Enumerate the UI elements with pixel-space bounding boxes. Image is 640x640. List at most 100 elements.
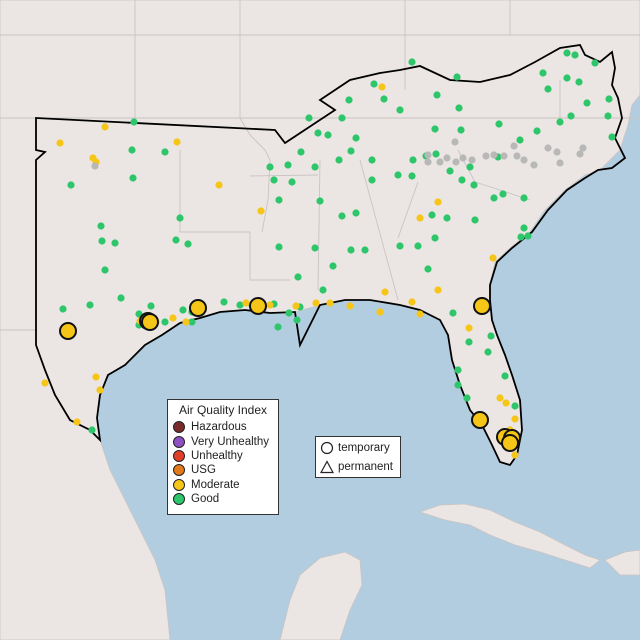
good-sensor-marker[interactable] [130,118,138,126]
no_data-sensor-marker[interactable] [556,159,564,167]
good-sensor-marker[interactable] [311,244,319,252]
moderate-sensor-marker[interactable] [502,399,510,407]
moderate-sensor-marker[interactable] [266,301,274,309]
good-sensor-marker[interactable] [520,194,528,202]
good-sensor-marker[interactable] [466,163,474,171]
good-sensor-marker[interactable] [176,214,184,222]
moderate-sensor-marker[interactable] [381,288,389,296]
good-sensor-marker[interactable] [128,146,136,154]
no_data-sensor-marker[interactable] [500,152,508,160]
good-sensor-marker[interactable] [101,266,109,274]
good-sensor-marker[interactable] [443,214,451,222]
good-sensor-marker[interactable] [414,242,422,250]
good-sensor-marker[interactable] [563,49,571,57]
moderate-sensor-marker[interactable] [434,286,442,294]
good-sensor-marker[interactable] [275,196,283,204]
moderate-sensor-marker[interactable] [511,415,519,423]
good-sensor-marker[interactable] [266,163,274,171]
good-sensor-marker[interactable] [408,172,416,180]
moderate-sensor-marker[interactable] [169,314,177,322]
good-sensor-marker[interactable] [516,136,524,144]
good-sensor-marker[interactable] [394,171,402,179]
no_data-sensor-marker[interactable] [530,161,538,169]
good-sensor-marker[interactable] [432,150,440,158]
no_data-sensor-marker[interactable] [513,152,521,160]
no_data-sensor-marker[interactable] [459,154,467,162]
good-sensor-marker[interactable] [465,338,473,346]
good-sensor-marker[interactable] [161,148,169,156]
moderate-sensor-marker[interactable] [416,214,424,222]
good-sensor-marker[interactable] [347,246,355,254]
good-sensor-marker[interactable] [449,309,457,317]
good-sensor-marker[interactable] [352,134,360,142]
moderate-sensor-marker[interactable] [173,138,181,146]
no_data-sensor-marker[interactable] [520,156,528,164]
moderate-large-sensor-marker[interactable] [501,434,519,452]
no_data-sensor-marker[interactable] [451,138,459,146]
good-sensor-marker[interactable] [517,233,525,241]
good-sensor-marker[interactable] [98,237,106,245]
good-sensor-marker[interactable] [544,85,552,93]
moderate-sensor-marker[interactable] [292,302,300,310]
good-sensor-marker[interactable] [396,242,404,250]
good-sensor-marker[interactable] [487,332,495,340]
good-sensor-marker[interactable] [484,348,492,356]
good-sensor-marker[interactable] [59,305,67,313]
good-sensor-marker[interactable] [458,176,466,184]
good-sensor-marker[interactable] [431,125,439,133]
good-sensor-marker[interactable] [67,181,75,189]
moderate-sensor-marker[interactable] [496,394,504,402]
good-sensor-marker[interactable] [453,73,461,81]
moderate-sensor-marker[interactable] [56,139,64,147]
moderate-sensor-marker[interactable] [73,418,81,426]
good-sensor-marker[interactable] [454,381,462,389]
good-sensor-marker[interactable] [368,176,376,184]
good-sensor-marker[interactable] [338,212,346,220]
moderate-large-sensor-marker[interactable] [249,297,267,315]
no_data-sensor-marker[interactable] [553,148,561,156]
good-sensor-marker[interactable] [361,246,369,254]
moderate-sensor-marker[interactable] [465,324,473,332]
good-sensor-marker[interactable] [396,106,404,114]
no_data-sensor-marker[interactable] [576,150,584,158]
moderate-sensor-marker[interactable] [378,83,386,91]
moderate-sensor-marker[interactable] [511,451,519,459]
no_data-sensor-marker[interactable] [490,151,498,159]
good-sensor-marker[interactable] [608,133,616,141]
good-sensor-marker[interactable] [454,366,462,374]
good-sensor-marker[interactable] [424,265,432,273]
good-sensor-marker[interactable] [305,114,313,122]
good-sensor-marker[interactable] [179,306,187,314]
no_data-sensor-marker[interactable] [424,151,432,159]
good-sensor-marker[interactable] [293,316,301,324]
good-sensor-marker[interactable] [463,394,471,402]
good-sensor-marker[interactable] [88,426,96,434]
good-sensor-marker[interactable] [495,120,503,128]
good-sensor-marker[interactable] [370,80,378,88]
moderate-sensor-marker[interactable] [489,254,497,262]
good-sensor-marker[interactable] [446,167,454,175]
good-sensor-marker[interactable] [172,236,180,244]
moderate-large-sensor-marker[interactable] [189,299,207,317]
good-sensor-marker[interactable] [604,112,612,120]
no_data-sensor-marker[interactable] [436,158,444,166]
moderate-sensor-marker[interactable] [41,379,49,387]
good-sensor-marker[interactable] [294,273,302,281]
no_data-sensor-marker[interactable] [482,152,490,160]
good-sensor-marker[interactable] [285,309,293,317]
no_data-sensor-marker[interactable] [443,154,451,162]
no_data-sensor-marker[interactable] [544,144,552,152]
moderate-sensor-marker[interactable] [242,299,250,307]
good-sensor-marker[interactable] [324,131,332,139]
good-sensor-marker[interactable] [455,104,463,112]
good-sensor-marker[interactable] [520,224,528,232]
moderate-large-sensor-marker[interactable] [59,322,77,340]
good-sensor-marker[interactable] [490,194,498,202]
good-sensor-marker[interactable] [329,262,337,270]
good-sensor-marker[interactable] [380,95,388,103]
good-sensor-marker[interactable] [270,176,278,184]
good-sensor-marker[interactable] [184,240,192,248]
good-sensor-marker[interactable] [368,156,376,164]
good-sensor-marker[interactable] [147,302,155,310]
good-sensor-marker[interactable] [311,163,319,171]
